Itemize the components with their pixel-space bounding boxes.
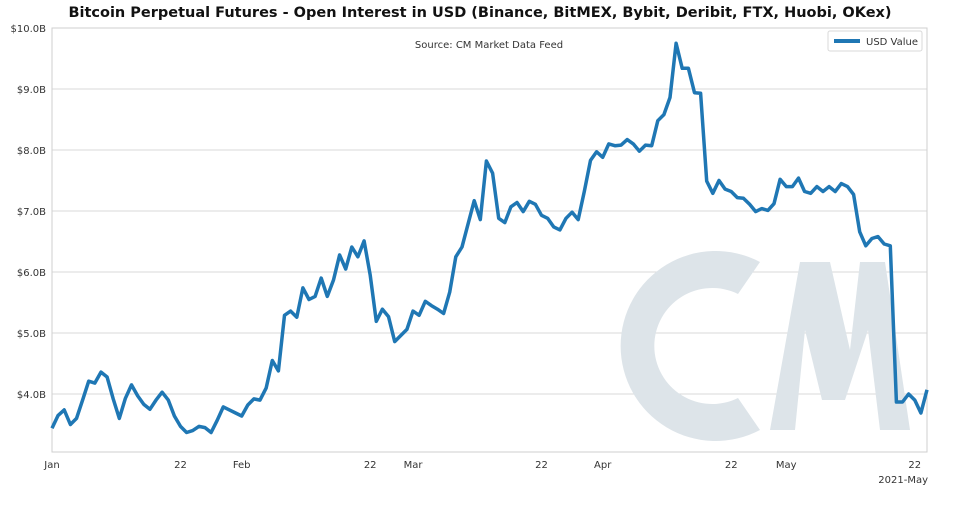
watermark-c: [620, 251, 760, 441]
x-tick-label: Feb: [233, 460, 251, 471]
y-tick-label: $5.0B: [17, 329, 46, 340]
legend-box: [827, 30, 923, 52]
watermark-m: [770, 262, 910, 430]
chart-title: Bitcoin Perpetual Futures - Open Interes…: [68, 5, 892, 21]
x-tick-label: 22: [174, 460, 187, 471]
plot-frame: [51, 27, 928, 453]
x-tick-label: 22: [535, 460, 548, 471]
y-tick-label: $7.0B: [17, 207, 46, 218]
y-axis: $4.0B $5.0B $6.0B $7.0B $8.0B $9.0B $10.0B: [11, 24, 47, 401]
y-tick-label: $10.0B: [11, 24, 47, 35]
y-tick-label: $4.0B: [17, 390, 46, 401]
cm-watermark-logo: [620, 251, 910, 441]
legend: USD Value: [827, 30, 923, 52]
x-offset-label: 2021-May: [878, 475, 928, 486]
y-tick-label: $8.0B: [17, 146, 46, 157]
x-tick-label: Mar: [404, 460, 424, 471]
legend-label: USD Value: [866, 37, 918, 48]
x-tick-label: 22: [364, 460, 377, 471]
x-tick-label: May: [776, 460, 797, 471]
y-tick-label: $6.0B: [17, 268, 46, 279]
x-tick-label: 22: [908, 460, 921, 471]
x-tick-label: Jan: [43, 460, 59, 471]
y-tick-label: $9.0B: [17, 85, 46, 96]
x-tick-label: Apr: [594, 460, 612, 471]
source-annotation: Source: CM Market Data Feed: [415, 40, 563, 51]
x-tick-label: 22: [725, 460, 738, 471]
x-axis: Jan 22 Feb 22 Mar 22 Apr 22 May 22: [43, 460, 921, 471]
series-line-usd-value: [50, 41, 929, 435]
